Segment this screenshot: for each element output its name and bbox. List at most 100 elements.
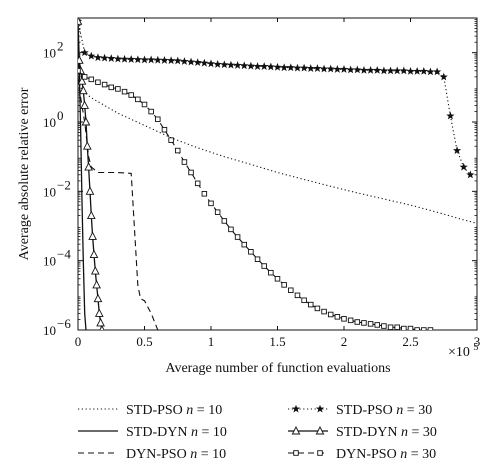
series-point (281, 282, 287, 288)
series-point (208, 200, 214, 207)
legend-series-name: STD-PSO (336, 403, 396, 418)
series-point (393, 66, 402, 75)
series-point (394, 324, 400, 330)
series-point (260, 62, 269, 70)
series-point (300, 63, 309, 72)
series-point (200, 58, 209, 67)
series-point (254, 256, 261, 262)
series-point (228, 226, 234, 233)
series-point (426, 67, 435, 76)
x-axis: 0 0.5 1 1.5 2 2.5 3 (75, 18, 481, 349)
series-point (90, 266, 100, 275)
series-point (427, 327, 434, 330)
series-point (120, 54, 129, 63)
series-point (127, 55, 136, 63)
legend-n-value: = 10 (197, 447, 226, 462)
series-point (346, 65, 355, 74)
series-point (353, 65, 362, 74)
series-point (173, 56, 182, 65)
series-point (84, 162, 93, 171)
series-point (193, 58, 202, 66)
series-5 (78, 18, 105, 330)
series-point (133, 55, 142, 64)
series-layer (78, 18, 477, 330)
series-point (121, 88, 128, 95)
series-point (280, 63, 289, 72)
legend-item: STD-DYN n = 30 (288, 425, 437, 440)
series-point (347, 317, 354, 324)
series-point (306, 64, 315, 72)
series-point (291, 426, 301, 435)
series-point (160, 56, 169, 64)
series-point (406, 67, 415, 75)
series-point (341, 316, 347, 322)
series-point (147, 55, 156, 64)
series-point (326, 64, 335, 73)
legend-n: n (191, 425, 198, 440)
series-point (226, 60, 236, 69)
series-point (188, 169, 194, 176)
series-point (413, 67, 422, 75)
legend-item: STD-DYN n = 10 (78, 425, 227, 440)
legend-n-value: = 10 (198, 425, 227, 440)
x-tick-label: 2.5 (402, 334, 418, 349)
series-point (386, 66, 395, 75)
series-point (327, 311, 334, 318)
y-tick-label: 10 (43, 254, 56, 269)
series-4 (78, 18, 475, 179)
x-multiplier: ×10 5 (448, 342, 478, 360)
y-tick-exponent: −2 (57, 177, 71, 192)
series-point (78, 85, 88, 95)
series-point (414, 327, 420, 330)
legend-item: STD-PSO n = 30 (288, 403, 432, 418)
x-multiplier-base: ×10 (448, 345, 470, 360)
series-point (141, 101, 148, 108)
series-point (214, 209, 221, 215)
series-point (194, 180, 201, 187)
series-point (80, 100, 89, 109)
series-point (233, 61, 242, 69)
series-point (286, 63, 295, 72)
series-point (89, 249, 99, 259)
series-point (78, 18, 83, 25)
y-tick-label: 10 (43, 323, 56, 338)
series-point (246, 61, 255, 70)
x-tick-label: 1.5 (269, 334, 285, 349)
series-point (86, 210, 96, 220)
series-point (108, 84, 114, 91)
series-point (113, 54, 122, 63)
legend-item: DYN-PSO n = 30 (288, 447, 436, 462)
legend-label: DYN-PSO n = 30 (336, 447, 436, 462)
series-point (313, 64, 322, 72)
legend-n: n (186, 403, 193, 418)
series-point (180, 57, 189, 65)
series-point (268, 269, 274, 276)
series-point (333, 65, 342, 73)
series-point (88, 76, 95, 83)
series-line (78, 76, 159, 330)
x-tick-label: 1 (208, 334, 215, 349)
series-3 (78, 76, 159, 330)
series-point (387, 324, 394, 330)
series-point (315, 404, 325, 413)
series-point (181, 159, 188, 165)
series-point (93, 53, 103, 62)
series-point (361, 320, 367, 326)
series-point (186, 57, 196, 66)
legend-n: n (396, 403, 403, 418)
series-point (288, 287, 294, 294)
legend-label: STD-DYN n = 10 (126, 425, 227, 440)
x-tick-label: 3 (474, 334, 481, 349)
series-point (315, 426, 325, 435)
y-tick-exponent: −6 (57, 316, 71, 331)
series-point (273, 62, 282, 71)
legend-label: STD-PSO n = 10 (126, 403, 222, 418)
legend-series-name: STD-PSO (126, 403, 186, 418)
y-axis-label: Average absolute relative error (17, 87, 32, 260)
series-point (439, 72, 448, 81)
series-point (213, 60, 222, 68)
series-point (319, 64, 329, 73)
series-point (293, 63, 302, 72)
